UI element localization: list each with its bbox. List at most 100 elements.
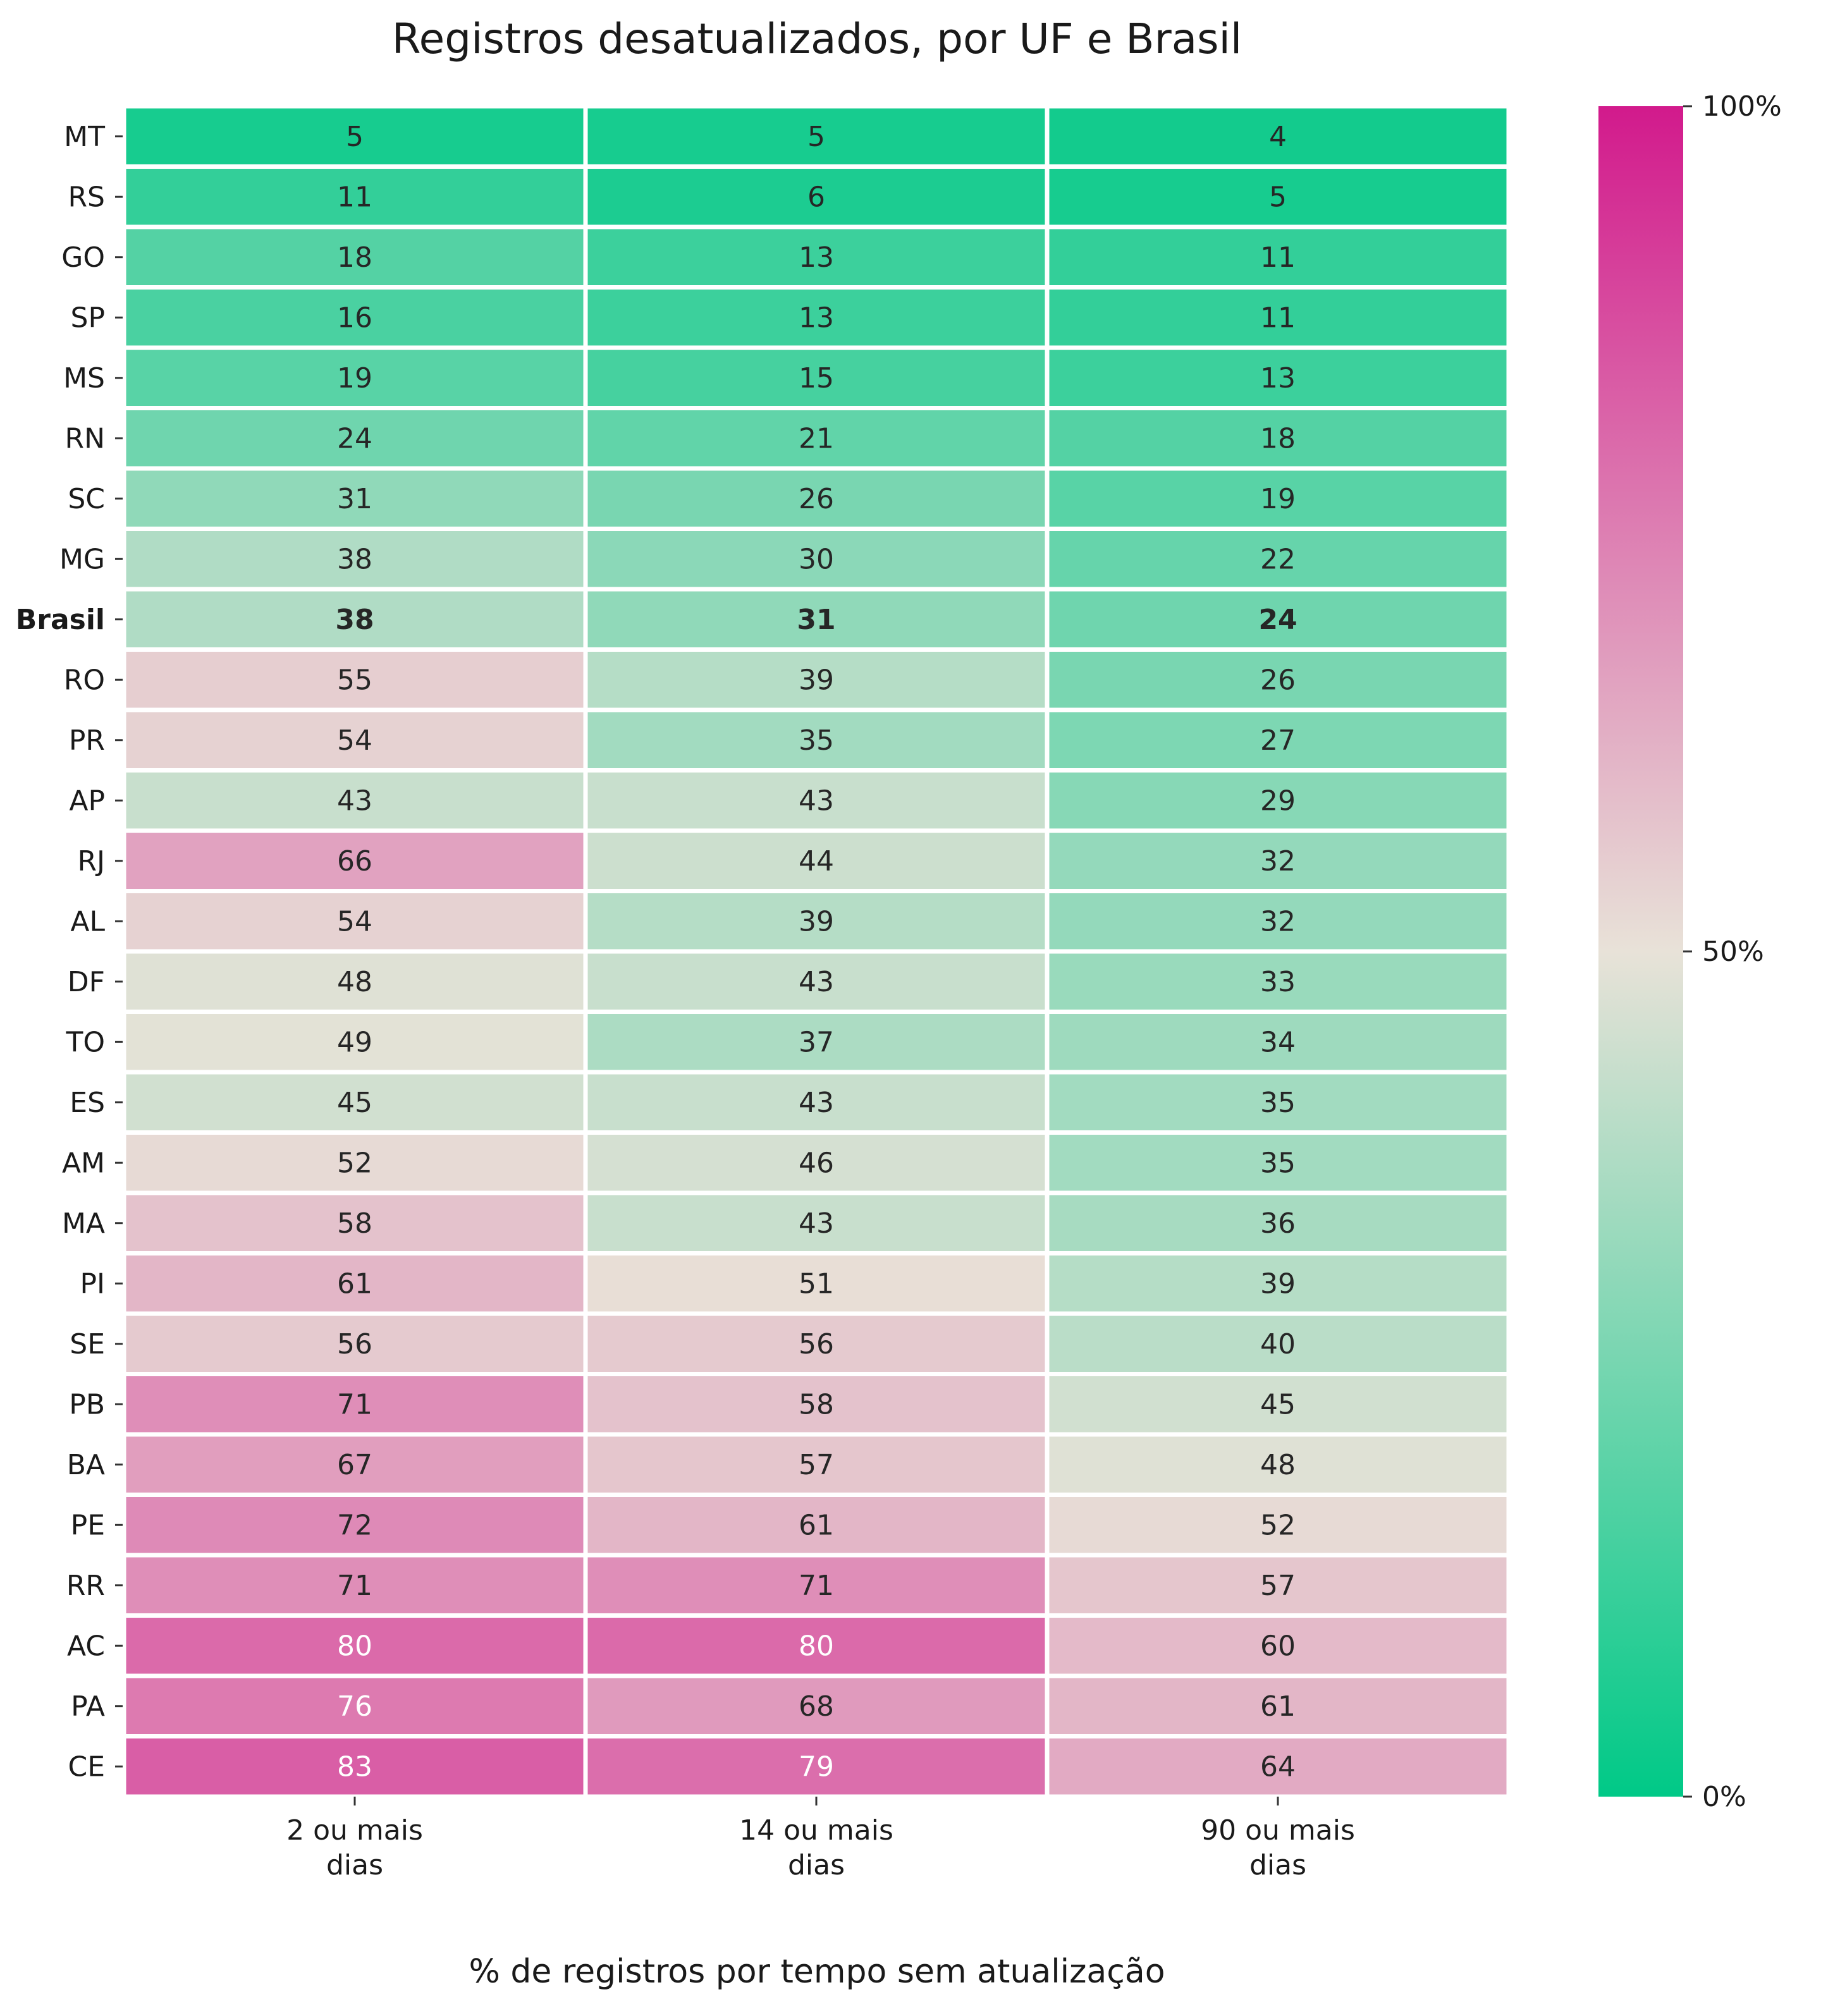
heatmap-cell — [126, 1316, 584, 1372]
cell-value-label: 56 — [337, 1328, 372, 1360]
heatmap-cell — [587, 1135, 1045, 1191]
heatmap-cell — [587, 1316, 1045, 1372]
heatmap-cell — [126, 773, 584, 829]
heatmap-cell — [587, 712, 1045, 768]
y-tick-label: AL — [70, 905, 105, 938]
heatmap-cell — [587, 591, 1045, 647]
cell-value-label: 48 — [337, 966, 372, 998]
heatmap-cell — [126, 1135, 584, 1191]
heatmap-cell — [1049, 1557, 1507, 1613]
heatmap-cell — [1049, 1195, 1507, 1251]
cell-value-label: 43 — [799, 785, 834, 817]
cell-value-label: 13 — [799, 241, 834, 274]
heatmap-cell — [126, 1436, 584, 1493]
x-axis-title: % de registros por tempo sem atualização — [469, 1953, 1165, 1991]
cell-value-label: 45 — [337, 1087, 372, 1119]
heatmap-cell — [587, 1014, 1045, 1070]
heatmap-cell — [126, 1014, 584, 1070]
x-tick-label: 90 ou mais — [1201, 1814, 1355, 1847]
heatmap-cell — [126, 1195, 584, 1251]
cell-value-label: 51 — [799, 1268, 834, 1300]
cell-value-label: 34 — [1260, 1026, 1296, 1058]
heatmap-cell — [1049, 1678, 1507, 1734]
heatmap-cell — [1049, 410, 1507, 467]
y-tick-label: PI — [80, 1268, 105, 1300]
y-tick-label: RN — [65, 422, 106, 455]
heatmap-cell — [126, 290, 584, 346]
cell-value-label: 15 — [799, 362, 834, 394]
cell-value-label: 36 — [1260, 1207, 1296, 1240]
heatmap-cell — [126, 953, 584, 1010]
heatmap-cell — [587, 1557, 1045, 1613]
y-tick-label: RR — [66, 1570, 105, 1602]
cell-value-label: 31 — [337, 483, 372, 515]
chart-title: Registros desatualizados, por UF e Brasi… — [392, 15, 1242, 63]
cell-value-label: 32 — [1260, 905, 1296, 938]
cell-value-label: 58 — [799, 1388, 834, 1420]
cell-value-label: 35 — [1260, 1147, 1296, 1179]
y-tick-label: AC — [67, 1630, 105, 1662]
heatmap-cell — [126, 1255, 584, 1312]
y-tick-label: RJ — [77, 845, 105, 877]
cell-value-label: 22 — [1260, 543, 1296, 575]
cell-value-label: 61 — [799, 1509, 834, 1541]
cell-value-label: 83 — [337, 1750, 372, 1783]
heatmap-cell — [126, 350, 584, 406]
heatmap-cell — [1049, 1014, 1507, 1070]
heatmap-cell — [1049, 1135, 1507, 1191]
cell-value-label: 43 — [799, 1087, 834, 1119]
heatmap-cell — [587, 893, 1045, 950]
cell-value-label: 38 — [337, 543, 372, 575]
heatmap-cell — [126, 410, 584, 467]
y-tick-label: RO — [64, 664, 105, 696]
heatmap-cell — [1049, 531, 1507, 587]
cell-value-label: 76 — [337, 1690, 372, 1723]
cell-value-label: 4 — [1269, 121, 1287, 153]
cell-value-label: 30 — [799, 543, 834, 575]
heatmap-cell — [126, 591, 584, 647]
cell-value-label: 43 — [799, 966, 834, 998]
y-tick-label: MS — [63, 362, 105, 394]
cell-value-label: 71 — [337, 1570, 372, 1602]
cell-value-label: 68 — [799, 1690, 834, 1723]
heatmap-cell — [1049, 712, 1507, 768]
cell-value-label: 39 — [799, 664, 834, 696]
cell-value-label: 45 — [1260, 1388, 1296, 1420]
cell-value-label: 49 — [337, 1026, 372, 1058]
heatmap-cell — [1049, 1255, 1507, 1312]
cell-value-label: 67 — [337, 1449, 372, 1481]
heatmap-cell — [587, 169, 1045, 225]
colorbar-tick-label: 0% — [1702, 1781, 1746, 1813]
heatmap-cell — [126, 1618, 584, 1674]
cell-value-label: 61 — [337, 1268, 372, 1300]
x-tick-label: 14 ou mais — [739, 1814, 893, 1847]
cell-value-label: 40 — [1260, 1328, 1296, 1360]
heatmap-cell — [126, 1678, 584, 1734]
heatmap-cell — [587, 1618, 1045, 1674]
cell-value-label: 80 — [799, 1630, 834, 1662]
y-tick-label: BA — [67, 1449, 105, 1481]
colorbar-tick-label: 100% — [1702, 90, 1782, 123]
y-tick-label: GO — [61, 241, 105, 274]
cell-value-label: 55 — [337, 664, 372, 696]
heatmap-cell — [126, 1738, 584, 1795]
cell-value-label: 48 — [1260, 1449, 1296, 1481]
y-tick-label: PR — [69, 724, 105, 757]
y-tick-label: SE — [70, 1328, 105, 1360]
heatmap-cell — [126, 531, 584, 587]
cell-value-label: 57 — [1260, 1570, 1296, 1602]
heatmap-cell — [1049, 773, 1507, 829]
cell-value-label: 33 — [1260, 966, 1296, 998]
x-tick-label: 2 ou mais — [286, 1814, 423, 1847]
y-tick-label: PA — [71, 1690, 105, 1723]
x-tick-label: dias — [788, 1849, 845, 1881]
heatmap-cell — [1049, 893, 1507, 950]
cell-value-label: 37 — [799, 1026, 834, 1058]
cell-value-label: 38 — [335, 604, 374, 636]
y-tick-label: MA — [62, 1207, 105, 1240]
heatmap-cell — [126, 893, 584, 950]
heatmap-cell — [587, 1738, 1045, 1795]
y-tick-label: RS — [68, 181, 105, 213]
heatmap-cell — [126, 1557, 584, 1613]
colorbar-gradient — [1598, 106, 1683, 1797]
